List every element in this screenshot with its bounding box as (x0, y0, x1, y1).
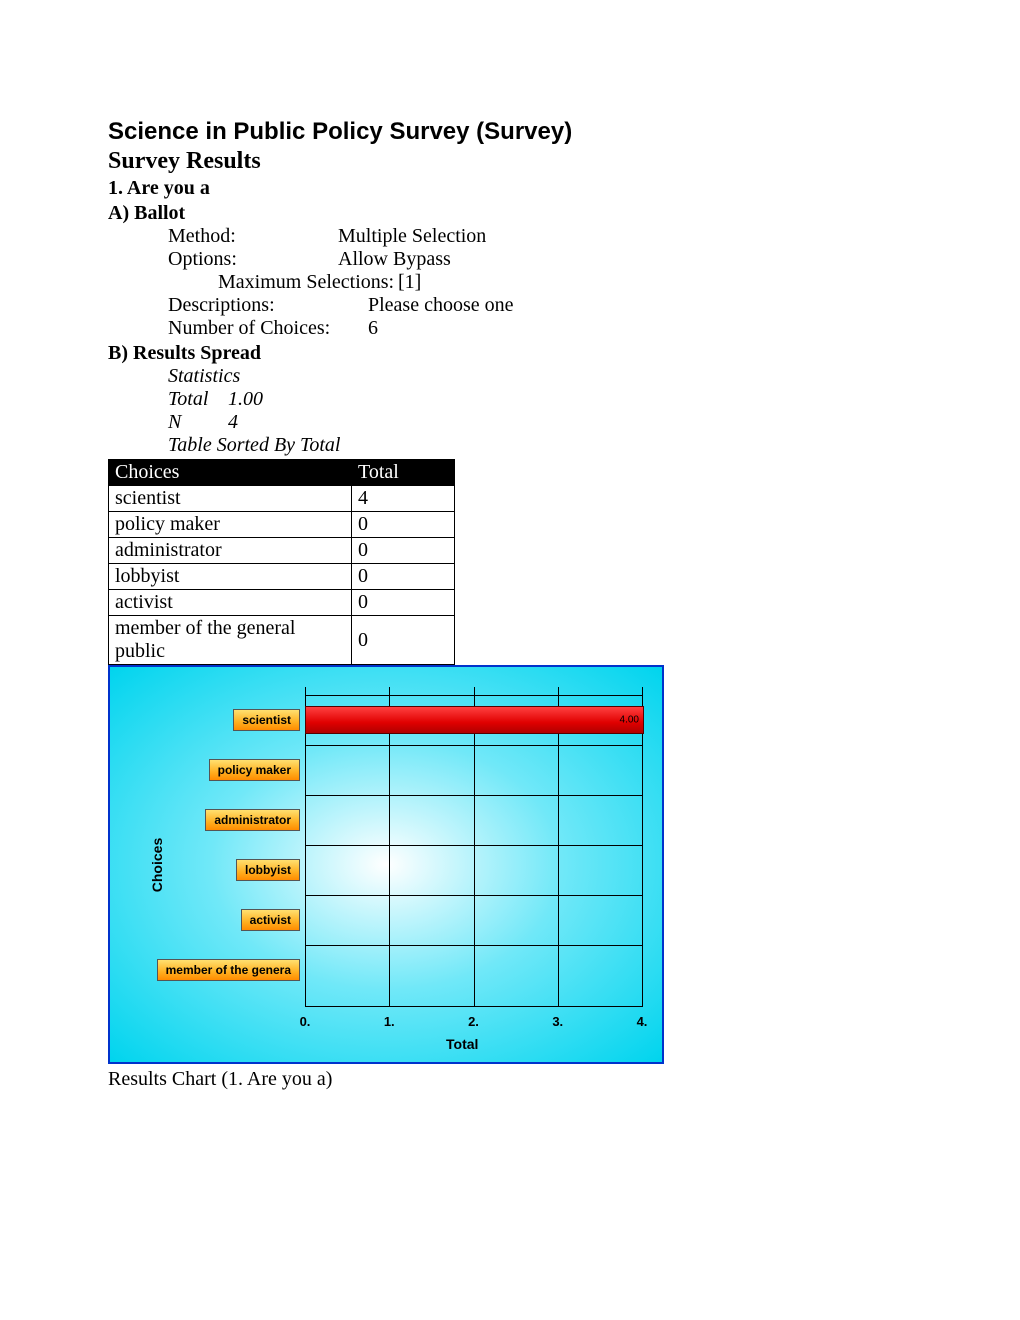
chart-row: policy maker (110, 745, 642, 795)
x-tick-label: 1. (384, 1014, 395, 1029)
page-title: Science in Public Policy Survey (Survey) (108, 118, 1020, 146)
stats-n-v: 4 (228, 411, 238, 434)
table-row: activist0 (109, 590, 455, 616)
section-b-heading: B) Results Spread (108, 342, 1020, 365)
x-tick-label: 3. (552, 1014, 563, 1029)
cell-choice: activist (109, 590, 352, 616)
table-row: member of the general public0 (109, 616, 455, 665)
category-label: lobbyist (236, 859, 300, 881)
col-choices: Choices (109, 460, 352, 486)
results-chart: Choices 0.1.2.3.4.scientist4.00policy ma… (108, 665, 664, 1064)
table-row: administrator0 (109, 538, 455, 564)
chart-row: administrator (110, 795, 642, 845)
category-label: member of the genera (157, 959, 300, 981)
bar-value-label: 4.00 (620, 715, 639, 726)
row-border (305, 895, 642, 896)
stats-n-k: N (168, 411, 228, 434)
table-row: policy maker0 (109, 512, 455, 538)
cell-choice: member of the general public (109, 616, 352, 665)
grid-line (642, 687, 643, 1007)
subtitle: Survey Results (108, 148, 1020, 175)
x-axis-line (305, 1006, 642, 1007)
method-label: Method: (168, 225, 338, 248)
chart-row: activist (110, 895, 642, 945)
section-a-heading: A) Ballot (108, 202, 1020, 225)
cell-total: 0 (352, 616, 455, 665)
category-label: activist (241, 909, 300, 931)
x-tick-label: 0. (300, 1014, 311, 1029)
desc-value: Please choose one (368, 294, 514, 317)
cell-choice: administrator (109, 538, 352, 564)
x-tick-label: 4. (637, 1014, 648, 1029)
numchoices-label: Number of Choices: (168, 317, 368, 340)
row-border (305, 845, 642, 846)
row-border (305, 795, 642, 796)
maxsel-value: [1] (398, 271, 421, 294)
options-value: Allow Bypass (338, 248, 451, 271)
cell-total: 4 (352, 486, 455, 512)
table-row: scientist4 (109, 486, 455, 512)
category-label: administrator (205, 809, 300, 831)
category-label: scientist (233, 709, 300, 731)
table-row: lobbyist0 (109, 564, 455, 590)
method-value: Multiple Selection (338, 225, 486, 248)
x-tick-label: 2. (468, 1014, 479, 1029)
ballot-info: Method: Multiple Selection Options: Allo… (168, 225, 1020, 340)
maxsel-label: Maximum Selections: (218, 271, 398, 294)
cell-total: 0 (352, 590, 455, 616)
x-axis-label: Total (446, 1036, 478, 1052)
col-total: Total (352, 460, 455, 486)
chart-row: scientist 4.00 (110, 695, 642, 745)
bar: 4.00 (305, 706, 644, 734)
stats-sorted: Table Sorted By Total (168, 434, 1020, 457)
results-table: Choices Total scientist4policy maker0adm… (108, 459, 455, 665)
category-label: policy maker (209, 759, 300, 781)
row-border (305, 695, 642, 696)
cell-choice: lobbyist (109, 564, 352, 590)
chart-caption: Results Chart (1. Are you a) (108, 1068, 1020, 1091)
row-border (305, 745, 642, 746)
cell-total: 0 (352, 564, 455, 590)
chart-row: lobbyist (110, 845, 642, 895)
cell-choice: scientist (109, 486, 352, 512)
stats-total-v: 1.00 (228, 388, 263, 411)
chart-row: member of the genera (110, 945, 642, 995)
cell-total: 0 (352, 512, 455, 538)
desc-label: Descriptions: (168, 294, 338, 317)
options-label: Options: (168, 248, 338, 271)
statistics-block: Statistics Total 1.00 N 4 Table Sorted B… (168, 365, 1020, 457)
numchoices-value: 6 (368, 317, 378, 340)
stats-total-k: Total (168, 388, 228, 411)
question-text: 1. Are you a (108, 177, 1020, 200)
row-border (305, 945, 642, 946)
stats-heading: Statistics (168, 365, 1020, 388)
cell-choice: policy maker (109, 512, 352, 538)
cell-total: 0 (352, 538, 455, 564)
